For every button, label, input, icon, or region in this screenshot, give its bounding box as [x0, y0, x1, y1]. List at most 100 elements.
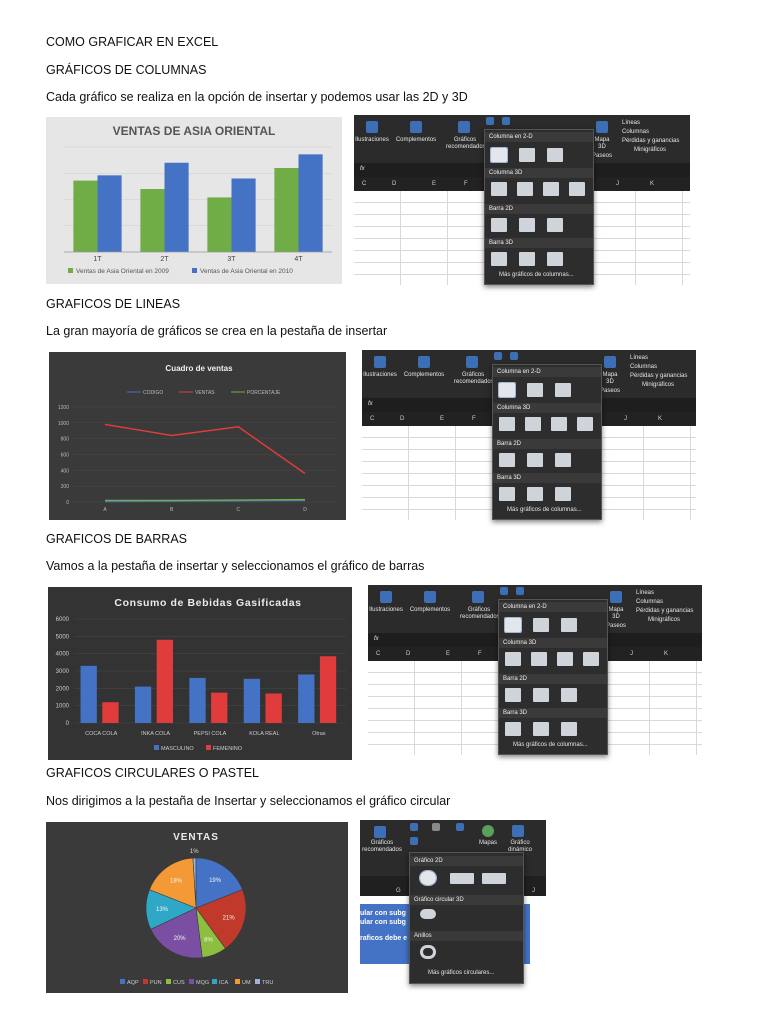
bar-2d-option-icon[interactable] [491, 218, 507, 232]
bar-2d-option-icon[interactable] [527, 453, 543, 467]
column-chart-icon[interactable] [410, 823, 418, 831]
illustrations-icon[interactable] [374, 356, 386, 368]
column-2d-option-icon[interactable] [561, 618, 577, 632]
column-3d-option-icon[interactable] [491, 182, 507, 196]
bar-3d-option-icon[interactable] [499, 487, 515, 501]
column-2d-option-icon[interactable] [490, 147, 508, 163]
sparkline-lines[interactable]: Líneas [636, 590, 655, 596]
recommended-charts-icon[interactable] [466, 356, 478, 368]
bar-2d-option-icon[interactable] [499, 453, 515, 467]
line-chart-icon[interactable] [502, 117, 510, 125]
sparkline-win-loss[interactable]: Pérdidas y ganancias [636, 608, 694, 614]
pie-3d-option-icon[interactable] [420, 909, 436, 919]
column-3d-option-icon[interactable] [543, 182, 559, 196]
column-2d-option-icon[interactable] [533, 618, 549, 632]
bar-3d-option-icon[interactable] [547, 252, 563, 266]
formula-fx[interactable]: fx [374, 636, 379, 642]
illustrations-label[interactable]: Ilustraciones [369, 607, 403, 613]
line-chart-icon[interactable] [510, 352, 518, 360]
illustrations-icon[interactable] [380, 591, 392, 603]
bar-3d-option-icon[interactable] [519, 252, 535, 266]
recommended-charts-label[interactable]: Gráficos recomendados [362, 840, 402, 853]
add-ins-icon[interactable] [418, 356, 430, 368]
maps-label[interactable]: Mapas [478, 840, 497, 846]
sparkline-lines[interactable]: Líneas [622, 120, 641, 126]
map-3d-icon[interactable] [604, 356, 616, 368]
column-3d-option-icon[interactable] [577, 417, 593, 431]
recommended-charts-icon[interactable] [472, 591, 484, 603]
map-3d-label[interactable]: Mapa 3D [602, 372, 618, 385]
sparkline-lines[interactable]: Líneas [630, 355, 649, 361]
column-3d-option-icon[interactable] [499, 417, 515, 431]
formula-fx[interactable]: fx [368, 401, 373, 407]
more-pie-charts-link[interactable]: Más gráficos circulares... [428, 970, 495, 976]
sparkline-win-loss[interactable]: Pérdidas y ganancias [622, 138, 680, 144]
column-chart-icon[interactable] [500, 587, 508, 595]
bar-2d-option-icon[interactable] [533, 688, 549, 702]
recommended-charts-label[interactable]: Gráficos recomendados [454, 372, 494, 385]
column-2d-option-icon[interactable] [519, 148, 535, 162]
column-3d-option-icon[interactable] [531, 652, 547, 666]
bar-3d-option-icon[interactable] [555, 487, 571, 501]
column-2d-option-icon[interactable] [504, 617, 522, 633]
add-ins-label[interactable]: Complementos [395, 137, 437, 143]
column-2d-option-icon[interactable] [547, 148, 563, 162]
more-column-charts-link[interactable]: Más gráficos de columnas... [513, 742, 588, 748]
more-column-charts-link[interactable]: Más gráficos de columnas... [499, 272, 574, 278]
sparkline-columns[interactable]: Columnas [636, 599, 664, 605]
bar-3d-option-icon[interactable] [533, 722, 549, 736]
sparkline-win-loss[interactable]: Pérdidas y ganancias [630, 373, 688, 379]
bar-2d-option-icon[interactable] [561, 688, 577, 702]
column-3d-option-icon[interactable] [505, 652, 521, 666]
sparkline-columns[interactable]: Columnas [630, 364, 658, 370]
column-3d-option-icon[interactable] [517, 182, 533, 196]
recommended-charts-icon[interactable] [458, 121, 470, 133]
sparkline-columns[interactable]: Columnas [622, 129, 650, 135]
recommended-charts-label[interactable]: Gráficos recomendados [446, 137, 486, 150]
bar-2d-option-icon[interactable] [555, 453, 571, 467]
bar-3d-option-icon[interactable] [561, 722, 577, 736]
pie-2d-option-icon[interactable] [419, 870, 437, 886]
add-ins-label[interactable]: Complementos [403, 372, 445, 378]
column-3d-option-icon[interactable] [525, 417, 541, 431]
recommended-charts-icon[interactable] [374, 826, 386, 838]
illustrations-label[interactable]: Ilustraciones [363, 372, 397, 378]
add-ins-icon[interactable] [410, 121, 422, 133]
pivot-chart-label[interactable]: Gráfico dinámico [507, 840, 532, 853]
column-3d-option-icon[interactable] [557, 652, 573, 666]
pie-of-pie-option-icon[interactable] [450, 873, 474, 884]
pie-chart-icon[interactable] [410, 837, 418, 845]
column-3d-option-icon[interactable] [551, 417, 567, 431]
bar-of-pie-option-icon[interactable] [482, 873, 506, 884]
column-2d-option-icon[interactable] [498, 382, 516, 398]
column-chart-icon[interactable] [486, 117, 494, 125]
recommended-charts-label[interactable]: Gráficos recomendados [460, 607, 500, 620]
column-2d-option-icon[interactable] [555, 383, 571, 397]
scatter-chart-icon[interactable] [456, 823, 464, 831]
bar-3d-option-icon[interactable] [505, 722, 521, 736]
line-chart-icon[interactable] [516, 587, 524, 595]
illustrations-label[interactable]: Ilustraciones [355, 137, 389, 143]
add-ins-label[interactable]: Complementos [409, 607, 451, 613]
formula-fx[interactable]: fx [360, 166, 365, 172]
bar-2d-option-icon[interactable] [505, 688, 521, 702]
column-chart-icon[interactable] [494, 352, 502, 360]
illustrations-icon[interactable] [366, 121, 378, 133]
bar-3d-option-icon[interactable] [491, 252, 507, 266]
map-3d-label[interactable]: Mapa 3D [608, 607, 624, 620]
column-3d-option-icon[interactable] [583, 652, 599, 666]
more-column-charts-link[interactable]: Más gráficos de columnas... [507, 507, 582, 513]
map-3d-icon[interactable] [610, 591, 622, 603]
bar-2d-option-icon[interactable] [547, 218, 563, 232]
pivot-chart-icon[interactable] [512, 825, 524, 837]
map-3d-icon[interactable] [596, 121, 608, 133]
map-3d-label[interactable]: Mapa 3D [594, 137, 610, 150]
bar-2d-option-icon[interactable] [519, 218, 535, 232]
doughnut-option-icon[interactable] [420, 945, 436, 959]
column-2d-option-icon[interactable] [527, 383, 543, 397]
bar-3d-option-icon[interactable] [527, 487, 543, 501]
maps-icon[interactable] [482, 825, 494, 837]
add-ins-icon[interactable] [424, 591, 436, 603]
line-chart-icon[interactable] [432, 823, 440, 831]
column-3d-option-icon[interactable] [569, 182, 585, 196]
